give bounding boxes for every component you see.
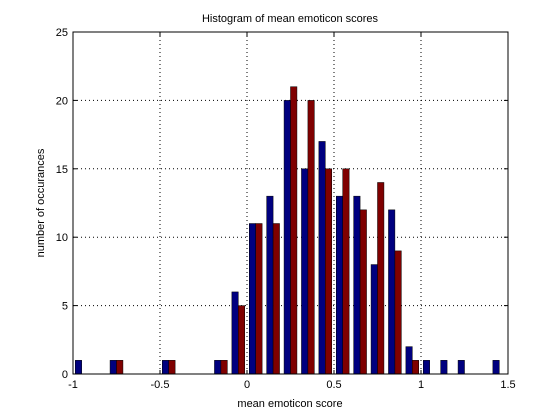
x-axis-label: mean emoticon score [237, 398, 342, 410]
bar [117, 360, 123, 374]
bar [75, 360, 81, 374]
chart-title: Histogram of mean emoticon scores [202, 13, 379, 25]
x-tick-label: -1 [68, 379, 78, 391]
x-tick-label: 1 [418, 379, 424, 391]
bar [308, 100, 314, 374]
bar [406, 347, 412, 374]
y-tick-label: 0 [62, 369, 68, 381]
bar [301, 169, 307, 374]
bar [284, 100, 290, 374]
bar [388, 210, 394, 374]
bar [214, 360, 220, 374]
y-tick-label: 25 [56, 27, 68, 39]
bar [110, 360, 116, 374]
bar [423, 360, 429, 374]
bar [256, 224, 262, 374]
bar [441, 360, 447, 374]
x-tick-label: 1.5 [500, 379, 515, 391]
bar [412, 360, 418, 374]
bar [336, 196, 342, 374]
x-tick-label: -0.5 [151, 379, 170, 391]
x-tick-label: 0 [244, 379, 250, 391]
bar [378, 182, 384, 374]
bar [221, 360, 227, 374]
bar [238, 306, 244, 374]
bar [493, 360, 499, 374]
y-tick-label: 20 [56, 95, 68, 107]
bar [267, 196, 273, 374]
bar [291, 87, 297, 374]
y-tick-label: 10 [56, 232, 68, 244]
bar [458, 360, 464, 374]
y-axis-label: number of occurances [35, 148, 47, 257]
x-tick-label: 0.5 [326, 379, 341, 391]
bar [395, 251, 401, 374]
bar [325, 169, 331, 374]
bar [169, 360, 175, 374]
bar [162, 360, 168, 374]
bar [371, 265, 377, 374]
y-tick-label: 5 [62, 301, 68, 313]
bar [354, 196, 360, 374]
y-tick-label: 15 [56, 164, 68, 176]
bar [249, 224, 255, 374]
bar [360, 210, 366, 374]
bar [319, 141, 325, 374]
bar [232, 292, 238, 374]
bar [343, 169, 349, 374]
bar [273, 224, 279, 374]
